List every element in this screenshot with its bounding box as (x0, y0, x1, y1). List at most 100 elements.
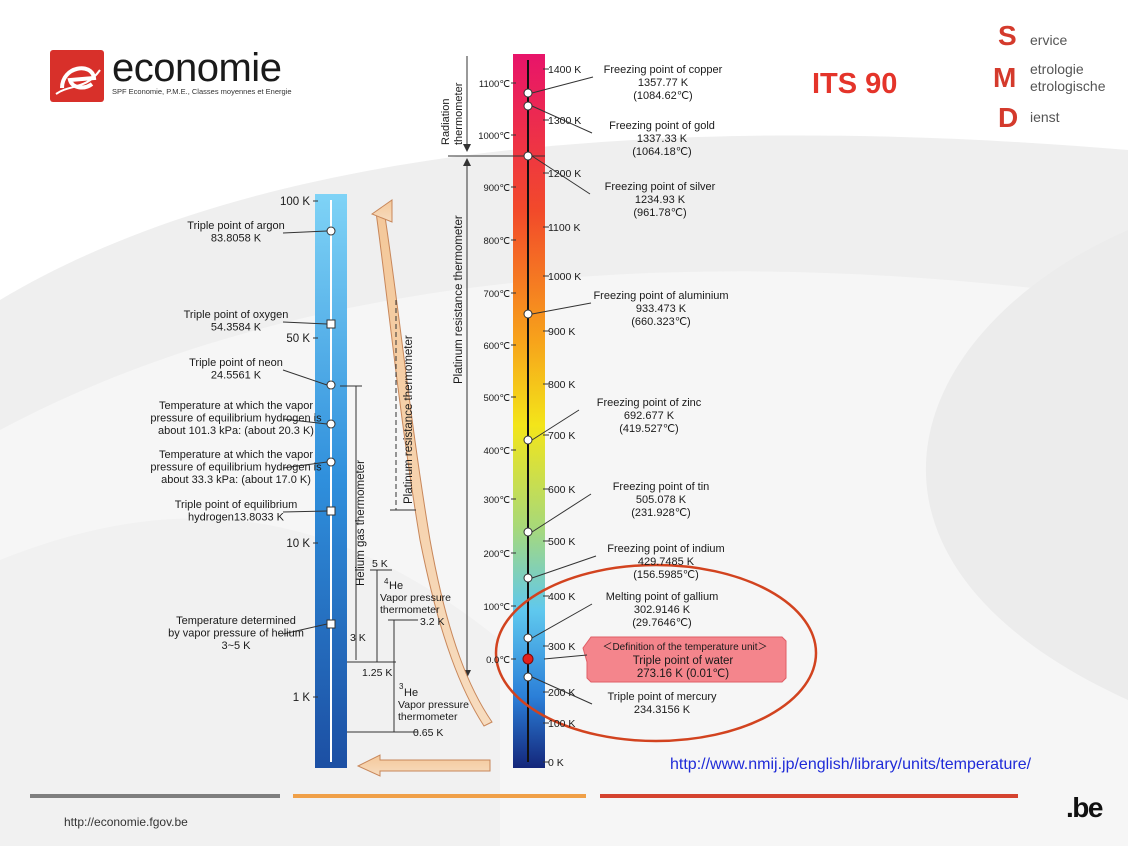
right-leader-line (531, 555, 597, 579)
right-fixed-point-marker (523, 527, 533, 537)
left-fixed-point-label: 83.8058 K (211, 233, 262, 245)
right-fixed-point-label: 429.7485 K (638, 556, 695, 568)
right-fixed-point-label: (29.7646℃) (632, 617, 691, 629)
radiation-thermometer-label-1: Radiation (440, 99, 452, 145)
right-leader-line (531, 676, 593, 705)
kelvin-tick-label: 200 K (548, 687, 575, 699)
left-leader-line (282, 369, 328, 386)
left-fixed-point-label: pressure of equilibrium hydrogen is (150, 413, 322, 425)
right-leader-line (531, 105, 593, 134)
radiation-range-arrow (463, 144, 471, 152)
left-fixed-point-marker (326, 619, 336, 629)
he3-vapor-label: Vapor pressure (398, 699, 469, 711)
left-fixed-point-label: 24.5561 K (211, 370, 262, 382)
kelvin-tick-label: 1200 K (548, 168, 581, 180)
platinum-high-range-arrow-top (463, 158, 471, 166)
smd-letter-m: M (993, 62, 1017, 93)
platinum-low-thermometer-label: Platinum resistance thermometer (403, 335, 415, 504)
smd-letter-d: D (998, 102, 1019, 133)
left-fixed-point-label: Triple point of oxygen (184, 309, 289, 321)
water-name-label: Triple point of water (633, 655, 734, 667)
left-fixed-point-label: Temperature at which the vapor (159, 400, 313, 412)
right-fixed-point-marker (523, 633, 533, 643)
kelvin-tick-label: 100 K (548, 718, 575, 730)
left-fixed-point-marker (326, 319, 336, 329)
right-fixed-point-marker (523, 672, 533, 682)
right-fixed-point-label: (156.5985℃) (633, 569, 699, 581)
right-fixed-point-label: Freezing point of gold (609, 120, 715, 132)
right-fixed-point-label: (961.78℃) (633, 207, 686, 219)
left-fixed-point-label: Temperature determined (176, 615, 296, 627)
kelvin-tick-label: 500 K (548, 536, 575, 548)
right-fixed-point-marker (523, 573, 533, 583)
kelvin-tick-label: 800 K (548, 379, 575, 391)
left-leader-line (282, 321, 328, 325)
right-fixed-point-label: (231.928℃) (631, 507, 690, 519)
right-fixed-point-label: Freezing point of indium (607, 543, 724, 555)
left-fixed-point-marker (326, 380, 336, 390)
he4-vapor-label: Vapor pressure (380, 592, 451, 604)
right-fixed-point-label: (1064.18℃) (632, 146, 691, 158)
smd-word-dienst: ienst (1030, 109, 1060, 125)
right-fixed-point-label: Freezing point of tin (613, 481, 710, 493)
right-fixed-point-marker (523, 151, 533, 161)
left-tick-label: 10 K (286, 538, 310, 550)
he4-thermometer-label: thermometer (380, 604, 440, 616)
left-fixed-point-label: Triple point of argon (187, 220, 284, 232)
left-fixed-point-label: Triple point of equilibrium (175, 499, 297, 511)
kelvin-tick-label: 400 K (548, 591, 575, 603)
smd-word-service: ervice (1030, 32, 1068, 48)
footer-bar-gray (30, 794, 280, 798)
range-label-3-2k: 3.2 K (420, 616, 445, 628)
right-fixed-point-label: Melting point of gallium (606, 591, 719, 603)
radiation-thermometer-label-2: thermometer (453, 82, 465, 145)
economie-logo-icon (50, 50, 104, 102)
right-fixed-point-label: Freezing point of aluminium (593, 290, 728, 302)
bottom-return-arrow (356, 754, 491, 777)
range-label-5k: 5 K (372, 558, 388, 570)
kelvin-tick-label: 1000 K (548, 271, 581, 283)
he3-label: He (404, 687, 418, 699)
smd-word-metrologische: etrologische (1030, 78, 1106, 94)
right-leader-line (531, 76, 594, 94)
celsius-tick-label: 800℃ (483, 236, 510, 247)
water-highlight-ellipse (494, 563, 818, 743)
celsius-tick-label: 400℃ (483, 446, 510, 457)
range-link-arrow-body (375, 209, 493, 727)
range-label-0-65k: 0.65 K (413, 727, 443, 739)
kelvin-tick-label: 900 K (548, 326, 575, 338)
right-fixed-point-label: 505.078 K (636, 494, 687, 506)
right-fixed-point-label: 234.3156 K (634, 704, 691, 716)
right-fixed-point-marker (523, 101, 533, 111)
kelvin-tick-label: 600 K (548, 484, 575, 496)
kelvin-tick-label: 1100 K (548, 222, 581, 234)
water-callout-box (582, 636, 787, 683)
he3-thermometer-label: thermometer (398, 711, 458, 723)
left-fixed-point-marker (326, 419, 336, 429)
celsius-tick-label: 900℃ (483, 183, 510, 194)
footer-url[interactable]: http://economie.fgov.be (64, 815, 188, 829)
kelvin-tick-label: 0 K (548, 757, 564, 769)
right-fixed-point-label: (419.527℃) (619, 423, 678, 435)
source-link[interactable]: http://www.nmij.jp/english/library/units… (670, 756, 1032, 773)
left-fixed-point-marker (326, 457, 336, 467)
left-leader-line (282, 510, 328, 513)
celsius-tick-label: 200℃ (483, 549, 510, 560)
right-fixed-point-label: Freezing point of copper (604, 64, 723, 76)
kelvin-tick-label: 300 K (548, 641, 575, 653)
right-fixed-point-label: 692.677 K (624, 410, 675, 422)
left-tick-label: 100 K (280, 196, 310, 208)
left-fixed-point-label: Triple point of neon (189, 357, 283, 369)
be-mark: .be (1066, 792, 1103, 823)
he4-label: He (389, 580, 403, 592)
celsius-tick-label: 600℃ (483, 341, 510, 352)
right-leader-line (531, 302, 592, 315)
left-leader-line (282, 418, 328, 425)
range-link-arrow-head (370, 199, 393, 223)
celsius-tick-label: 1100℃ (479, 79, 510, 90)
right-fixed-point-marker (523, 309, 533, 319)
kelvin-tick-label: 700 K (548, 430, 575, 442)
left-fixed-point-marker (326, 226, 336, 236)
